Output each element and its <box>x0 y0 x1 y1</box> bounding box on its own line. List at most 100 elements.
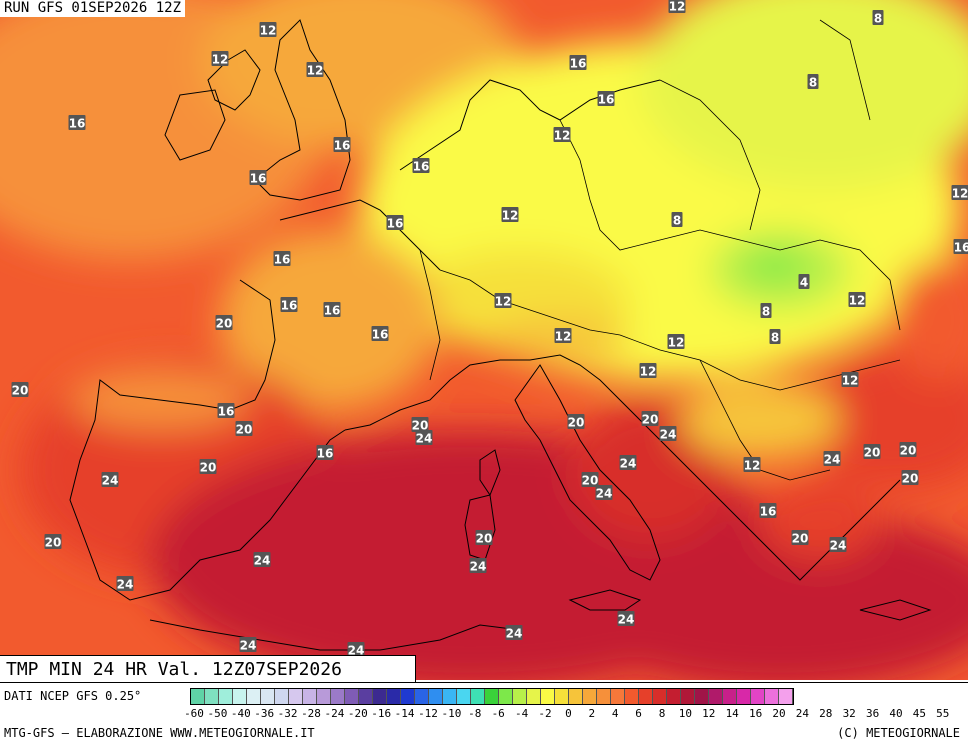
legend-swatch <box>485 689 499 704</box>
legend-swatch <box>443 689 457 704</box>
legend-swatch <box>597 689 611 704</box>
temperature-value-label: 20 <box>642 411 659 427</box>
legend-tick: 4 <box>612 707 619 720</box>
svg-text:20: 20 <box>236 423 253 437</box>
legend-swatch <box>667 689 681 704</box>
temperature-value-label: 16 <box>760 503 777 519</box>
legend-swatch <box>625 689 639 704</box>
temperature-value-label: 16 <box>250 170 267 186</box>
temperature-value-label: 16 <box>317 445 334 461</box>
svg-text:24: 24 <box>506 627 523 641</box>
legend-tick: -10 <box>441 707 461 720</box>
legend-swatch <box>191 689 205 704</box>
temperature-value-label: 16 <box>334 137 351 153</box>
legend-tick: -2 <box>538 707 551 720</box>
legend-swatch <box>387 689 401 704</box>
svg-text:20: 20 <box>642 413 659 427</box>
svg-text:24: 24 <box>240 639 257 653</box>
legend-swatch <box>541 689 555 704</box>
legend-tick: 14 <box>726 707 739 720</box>
legend-tick: -32 <box>278 707 298 720</box>
temperature-value-label: 24 <box>470 558 487 574</box>
svg-text:20: 20 <box>12 384 29 398</box>
svg-text:24: 24 <box>618 613 635 627</box>
legend-swatch <box>751 689 765 704</box>
temperature-value-label: 20 <box>864 444 881 460</box>
legend-swatch <box>653 689 667 704</box>
legend-swatch <box>359 689 373 704</box>
svg-text:24: 24 <box>470 560 487 574</box>
legend-swatch <box>681 689 695 704</box>
temperature-value-label: 12 <box>668 334 685 350</box>
temperature-value-label: 24 <box>618 611 635 627</box>
temperature-value-label: 12 <box>842 372 859 388</box>
temperature-value-label: 24 <box>254 552 271 568</box>
svg-text:16: 16 <box>250 172 267 186</box>
credit-left: MTG-GFS – ELABORAZIONE WWW.METEOGIORNALE… <box>4 726 315 740</box>
legend-tick: 10 <box>679 707 692 720</box>
temperature-value-label: 16 <box>598 91 615 107</box>
temperature-value-label: 16 <box>570 55 587 71</box>
legend-swatch <box>247 689 261 704</box>
svg-text:20: 20 <box>582 474 599 488</box>
temperature-value-label: 16 <box>372 326 389 342</box>
svg-text:20: 20 <box>200 461 217 475</box>
temperature-value-label: 8 <box>873 10 884 26</box>
svg-text:24: 24 <box>596 487 613 501</box>
temperature-value-label: 24 <box>117 576 134 592</box>
svg-text:4: 4 <box>800 276 808 290</box>
temperature-value-label: 24 <box>620 455 637 471</box>
legend-swatch <box>639 689 653 704</box>
temperature-value-label: 12 <box>669 0 686 14</box>
legend-tick: -50 <box>207 707 227 720</box>
temperature-value-label: 20 <box>12 382 29 398</box>
svg-text:16: 16 <box>281 299 298 313</box>
svg-text:12: 12 <box>555 330 572 344</box>
credit-right: (C) METEOGIORNALE <box>837 726 960 740</box>
svg-text:12: 12 <box>640 365 657 379</box>
svg-text:20: 20 <box>864 446 881 460</box>
svg-text:12: 12 <box>502 209 519 223</box>
legend-swatch <box>429 689 443 704</box>
svg-text:16: 16 <box>218 405 235 419</box>
legend-tick: 0 <box>565 707 572 720</box>
temperature-value-label: 16 <box>954 239 968 255</box>
legend-tick: -40 <box>231 707 251 720</box>
legend-swatch <box>583 689 597 704</box>
data-source-label: DATI NCEP GFS 0.25° <box>4 689 141 703</box>
legend-tick: 24 <box>796 707 809 720</box>
legend-swatch <box>261 689 275 704</box>
legend-tick: -24 <box>324 707 344 720</box>
temperature-value-label: 12 <box>495 293 512 309</box>
legend-tick: 16 <box>749 707 762 720</box>
legend-tick-labels: -60-50-40-36-32-28-24-20-16-14-12-10-8-6… <box>190 707 968 721</box>
temperature-value-label: 24 <box>102 472 119 488</box>
legend-swatch <box>373 689 387 704</box>
svg-text:12: 12 <box>260 24 277 38</box>
legend-swatch <box>317 689 331 704</box>
svg-text:20: 20 <box>216 317 233 331</box>
svg-text:24: 24 <box>254 554 271 568</box>
svg-text:24: 24 <box>830 539 847 553</box>
svg-text:16: 16 <box>334 139 351 153</box>
legend-tick: -8 <box>468 707 481 720</box>
svg-text:12: 12 <box>849 294 866 308</box>
legend-swatch <box>723 689 737 704</box>
legend-swatch <box>345 689 359 704</box>
svg-text:24: 24 <box>102 474 119 488</box>
svg-text:24: 24 <box>117 578 134 592</box>
temperature-value-label: 24 <box>240 637 257 653</box>
temperature-value-label: 16 <box>387 215 404 231</box>
svg-text:16: 16 <box>274 253 291 267</box>
temperature-value-label: 4 <box>799 274 810 290</box>
legend-swatch <box>555 689 569 704</box>
temperature-value-label: 16 <box>69 115 86 131</box>
svg-text:12: 12 <box>842 374 859 388</box>
legend-swatch <box>611 689 625 704</box>
temperature-value-label: 16 <box>281 297 298 313</box>
svg-text:16: 16 <box>598 93 615 107</box>
temperature-value-label: 24 <box>830 537 847 553</box>
svg-text:24: 24 <box>620 457 637 471</box>
temperature-value-label: 8 <box>761 303 772 319</box>
temperature-value-label: 12 <box>502 207 519 223</box>
